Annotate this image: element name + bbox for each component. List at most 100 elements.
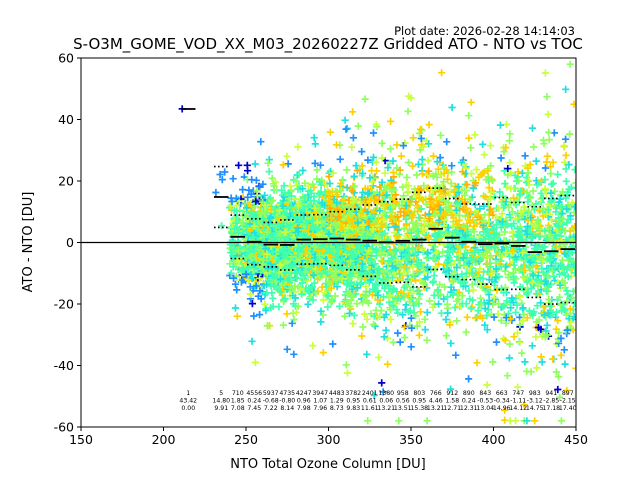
bin-stat-label: 766 <box>430 390 442 397</box>
data-point <box>435 252 443 260</box>
data-point <box>437 309 445 317</box>
data-point <box>309 223 317 231</box>
bin-stat-label: 7.08 <box>231 405 245 412</box>
bin-stat-label: -0.68 <box>263 398 279 405</box>
data-point <box>250 312 258 320</box>
data-point <box>416 125 425 133</box>
data-point <box>505 271 513 279</box>
data-point <box>333 199 341 207</box>
data-point <box>415 243 423 251</box>
data-point <box>332 141 341 149</box>
data-point <box>413 220 421 228</box>
data-point <box>415 295 423 303</box>
bin-stat-label: 843 <box>479 390 491 397</box>
data-point <box>344 290 352 298</box>
data-point <box>289 300 298 308</box>
data-point <box>490 281 499 289</box>
bin-stat-label: 5 <box>219 390 223 397</box>
bin-stat-label: -3.12 <box>527 398 543 405</box>
data-point <box>312 289 320 297</box>
data-point <box>359 169 367 178</box>
x-tick-label: 450 <box>564 432 588 447</box>
data-point <box>491 243 499 252</box>
data-point <box>562 151 570 159</box>
bin-stat-label: 4483 <box>329 390 345 397</box>
data-point <box>397 262 406 270</box>
data-point <box>412 312 420 320</box>
data-point <box>520 203 528 211</box>
data-point <box>257 138 265 146</box>
bin-stat-label: 1.29 <box>330 398 344 405</box>
bin-stat-label: 17.40 <box>559 405 577 412</box>
data-point <box>532 157 540 165</box>
data-point <box>436 281 444 289</box>
data-point <box>325 278 333 286</box>
data-point <box>562 177 570 185</box>
x-tick-label: 250 <box>234 432 258 447</box>
data-point <box>533 364 541 372</box>
data-point <box>562 165 570 173</box>
data-point <box>392 223 400 232</box>
data-point <box>526 194 535 202</box>
data-point <box>408 324 416 332</box>
data-point <box>358 228 367 236</box>
data-point <box>452 210 460 218</box>
data-point <box>543 210 551 218</box>
data-point <box>364 417 372 425</box>
data-point <box>490 293 498 302</box>
data-point <box>400 284 408 292</box>
data-point <box>514 383 522 391</box>
data-point <box>549 158 557 166</box>
data-point <box>324 291 332 299</box>
data-point <box>554 385 562 394</box>
data-point <box>418 155 426 164</box>
data-point <box>367 213 375 221</box>
data-point <box>311 243 319 251</box>
data-point <box>486 195 494 203</box>
data-point <box>416 308 425 316</box>
data-point <box>440 295 448 303</box>
data-point <box>508 208 516 216</box>
data-point <box>218 176 226 184</box>
data-point <box>437 290 445 299</box>
data-point <box>395 217 403 225</box>
data-point <box>283 345 291 353</box>
data-point <box>256 274 264 282</box>
data-point <box>518 349 526 357</box>
data-point <box>539 204 547 212</box>
data-point <box>383 191 391 199</box>
data-point <box>394 294 402 302</box>
data-point <box>449 290 457 298</box>
data-point <box>481 321 489 329</box>
data-point <box>571 223 576 231</box>
data-point <box>500 289 508 297</box>
data-point <box>333 221 341 229</box>
data-point <box>304 300 312 308</box>
data-point <box>494 300 502 308</box>
bin-stat-label: 12.31 <box>460 405 478 412</box>
data-point <box>311 159 319 167</box>
data-point <box>333 245 341 253</box>
data-point <box>492 213 500 221</box>
data-point <box>246 253 254 261</box>
data-point <box>425 140 433 148</box>
data-point <box>279 321 287 329</box>
data-point <box>523 230 531 238</box>
data-point <box>247 208 255 216</box>
data-point <box>319 349 327 357</box>
data-point <box>358 271 366 279</box>
data-point <box>328 295 336 303</box>
bin-stat-label: 0.61 <box>363 398 377 405</box>
data-point <box>301 179 309 187</box>
data-point <box>373 167 381 175</box>
data-point <box>557 417 565 425</box>
data-point <box>268 256 276 264</box>
data-point <box>469 286 477 294</box>
data-point <box>476 205 484 213</box>
data-point <box>497 154 505 162</box>
data-point <box>492 338 501 346</box>
data-point <box>335 213 343 221</box>
data-point <box>426 297 434 305</box>
bin-stat-label: 803 <box>413 390 425 397</box>
plot-date: Plot date: 2026-02-28 14:14:03 <box>394 24 575 38</box>
